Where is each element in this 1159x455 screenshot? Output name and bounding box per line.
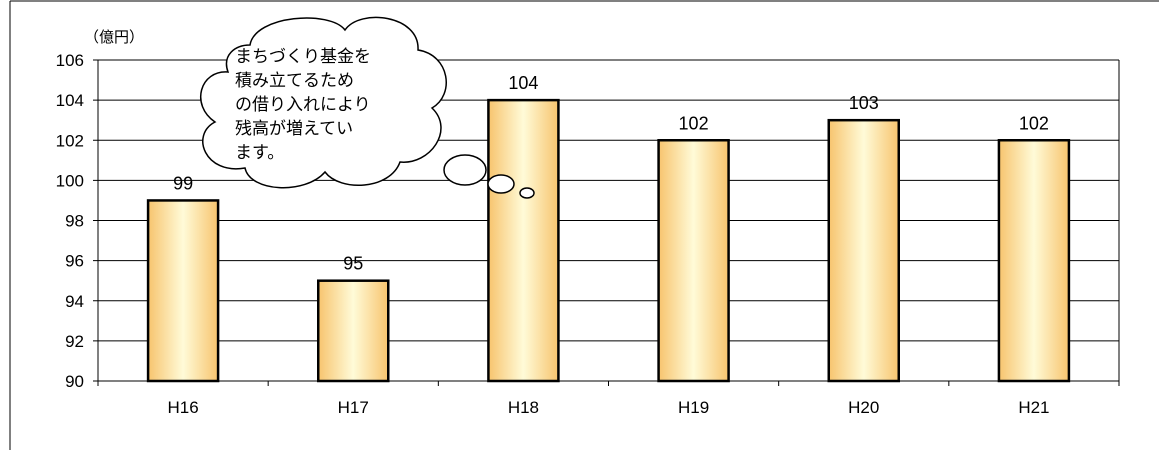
x-axis-ticks: H16 H17 H18 H19 H20 H21 bbox=[97, 381, 1120, 417]
x-tick-label: H21 bbox=[1018, 398, 1049, 417]
bubble-dot-small bbox=[519, 187, 535, 199]
y-tick-label: 90 bbox=[65, 372, 84, 391]
annotation-line: 残高が増えてい bbox=[235, 119, 353, 138]
unit-label: （億円） bbox=[84, 29, 144, 46]
annotation-line: ます。 bbox=[235, 143, 284, 162]
y-tick-label: 104 bbox=[56, 91, 84, 110]
data-labels: 99 95 104 102 103 102 bbox=[173, 73, 1049, 274]
data-label: 103 bbox=[849, 93, 879, 113]
bar-h21 bbox=[997, 139, 1071, 383]
bar-h17 bbox=[317, 279, 390, 383]
data-label: 102 bbox=[679, 113, 709, 133]
x-tick-label: H17 bbox=[338, 398, 369, 417]
bubble-dot-large bbox=[443, 154, 487, 186]
annotation-line: の借り入れにより bbox=[235, 95, 371, 114]
y-tick-label: 92 bbox=[65, 332, 84, 351]
y-tick-label: 102 bbox=[56, 131, 84, 150]
bar-h20 bbox=[827, 118, 900, 383]
bar-h16 bbox=[146, 199, 220, 383]
bars bbox=[146, 98, 1071, 383]
cloud-bubble bbox=[199, 16, 447, 189]
data-label: 99 bbox=[173, 173, 193, 193]
data-label: 95 bbox=[343, 254, 363, 274]
bubble-dot-medium bbox=[487, 174, 515, 194]
y-tick-label: 106 bbox=[56, 51, 84, 70]
annotation-line: まちづくり基金を bbox=[235, 47, 371, 66]
y-tick-label: 98 bbox=[65, 212, 84, 231]
data-label: 104 bbox=[508, 73, 538, 93]
x-tick-label: H19 bbox=[678, 398, 709, 417]
x-tick-label: H18 bbox=[508, 398, 539, 417]
y-tick-label: 94 bbox=[65, 292, 84, 311]
x-tick-label: H16 bbox=[167, 398, 198, 417]
y-tick-label: 96 bbox=[65, 252, 84, 271]
x-tick-label: H20 bbox=[848, 398, 879, 417]
y-axis-ticks: 90 92 94 96 98 100 102 104 106 bbox=[56, 51, 98, 391]
annotation-line: 積み立てるため bbox=[235, 71, 354, 90]
y-tick-label: 100 bbox=[56, 171, 84, 190]
data-label: 102 bbox=[1019, 113, 1049, 133]
bar-h19 bbox=[657, 139, 730, 383]
bar-h18 bbox=[487, 98, 560, 383]
